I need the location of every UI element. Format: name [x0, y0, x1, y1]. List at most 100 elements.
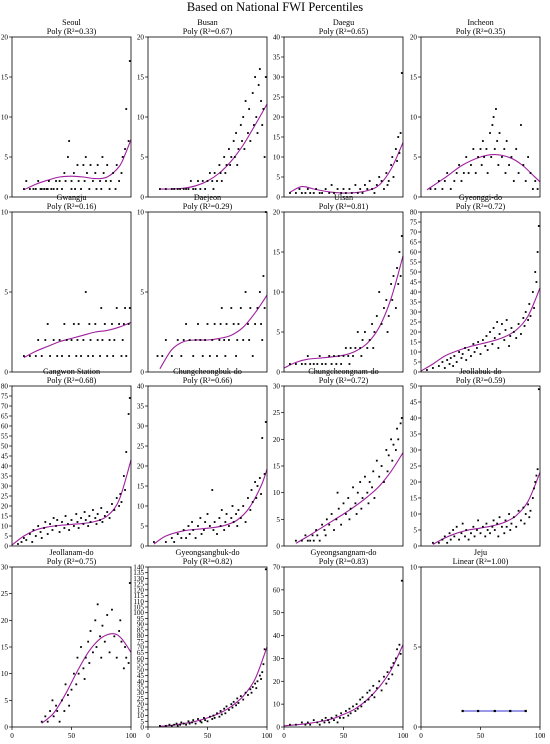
data-point: [489, 132, 491, 134]
data-point: [472, 148, 475, 150]
data-point: [182, 188, 185, 190]
data-point: [531, 497, 534, 499]
data-point: [397, 664, 400, 667]
data-point: [242, 116, 245, 118]
data-point: [58, 180, 61, 182]
panel-title: Jeollabuk-do: [459, 367, 501, 376]
data-point: [80, 517, 82, 519]
data-point: [537, 225, 540, 227]
y-tick-label: 50: [410, 269, 418, 277]
y-tick-label: 70: [1, 403, 9, 411]
data-point: [185, 323, 187, 325]
data-point: [224, 521, 227, 523]
data-point: [529, 509, 532, 512]
data-point: [484, 535, 487, 538]
data-point: [201, 180, 204, 182]
data-point: [386, 184, 389, 186]
data-point: [121, 156, 124, 158]
data-point: [125, 108, 128, 110]
data-point: [72, 172, 75, 174]
data-point: [122, 667, 125, 670]
data-point: [470, 164, 472, 166]
data-point: [504, 519, 507, 522]
data-point: [192, 529, 195, 531]
data-point: [224, 712, 227, 715]
data-point: [228, 339, 230, 341]
data-point: [101, 624, 104, 627]
y-tick-label: 5: [276, 174, 280, 182]
data-point: [330, 184, 333, 186]
data-point: [206, 720, 209, 723]
data-point: [72, 672, 75, 675]
y-tick-label: 20: [273, 209, 281, 217]
data-point: [237, 323, 240, 325]
y-tick-label: 45: [137, 672, 145, 680]
data-point: [194, 188, 197, 190]
data-point: [170, 537, 173, 539]
panel-frame: [147, 211, 268, 373]
data-point: [364, 700, 366, 703]
data-point: [176, 339, 179, 341]
data-point: [520, 333, 522, 335]
y-tick-label: 30: [273, 655, 281, 663]
data-point: [255, 687, 258, 690]
data-point: [375, 687, 378, 690]
data-point: [480, 164, 483, 166]
data-point: [56, 188, 59, 190]
data-point: [92, 180, 94, 182]
data-point: [496, 321, 499, 323]
data-point: [368, 339, 371, 341]
data-point: [342, 188, 345, 190]
data-point: [225, 164, 228, 166]
data-point: [359, 698, 362, 701]
data-point: [87, 640, 90, 643]
data-point: [99, 519, 101, 521]
data-point: [533, 307, 535, 309]
data-point: [103, 640, 106, 643]
data-point: [372, 470, 375, 473]
data-point: [128, 582, 131, 584]
data-point: [372, 684, 375, 687]
panel-frame: [11, 211, 132, 373]
data-point: [100, 507, 103, 509]
data-point: [109, 180, 112, 182]
panel-title: Gangwon Station: [43, 367, 100, 376]
data-point: [484, 345, 487, 347]
data-point: [355, 513, 358, 515]
y-tick-label: 65: [410, 239, 418, 247]
data-point: [316, 534, 319, 537]
panel-frame: [283, 36, 404, 198]
data-point: [194, 537, 197, 539]
data-point: [80, 646, 82, 648]
data-point: [335, 714, 338, 717]
data-point: [39, 531, 42, 533]
data-point: [371, 486, 373, 489]
data-point: [304, 534, 307, 537]
data-point: [55, 704, 57, 707]
data-point: [251, 355, 254, 357]
data-point: [247, 497, 249, 499]
data-point: [333, 719, 335, 722]
data-point: [501, 323, 503, 325]
data-point: [263, 307, 266, 309]
data-point: [46, 720, 49, 723]
y-tick-label: 5: [276, 516, 280, 524]
data-point: [263, 156, 266, 158]
data-point: [28, 188, 31, 190]
fit-line: [283, 644, 404, 727]
data-point: [82, 164, 85, 166]
data-point: [333, 192, 335, 194]
fit-line: [159, 103, 268, 190]
data-point: [298, 188, 301, 190]
data-point: [458, 164, 460, 166]
data-point: [479, 532, 482, 535]
data-point: [105, 180, 107, 182]
data-point: [300, 721, 303, 724]
y-tick-label: 45: [410, 399, 418, 407]
data-point: [153, 541, 155, 543]
data-point: [356, 192, 359, 194]
